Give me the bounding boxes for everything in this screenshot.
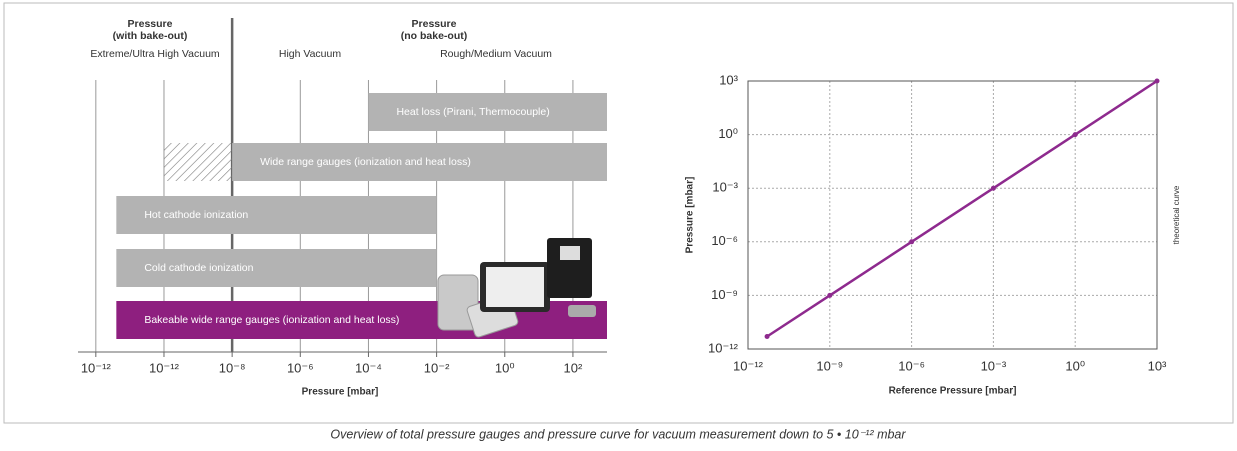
x-tick-label: 10⁻⁶ xyxy=(287,360,314,375)
x-tick-label: 10⁻⁴ xyxy=(355,360,382,375)
data-point xyxy=(764,334,770,340)
y-tick-label: 10⁻⁶ xyxy=(711,233,738,248)
hatched-range xyxy=(163,143,233,181)
data-point xyxy=(827,292,833,298)
line-series xyxy=(766,79,1158,338)
data-point xyxy=(909,239,915,245)
region-label: Pressure xyxy=(128,18,173,30)
range-bar xyxy=(116,196,437,234)
region-label: (with bake-out) xyxy=(113,30,188,42)
plot-frame xyxy=(747,80,1158,350)
x-tick-label: 10⁻² xyxy=(424,360,450,375)
data-point xyxy=(990,185,996,191)
x-tick-label: 10⁻¹² xyxy=(81,360,112,375)
x-tick-label: 10⁻⁶ xyxy=(898,358,925,373)
region-label: Pressure xyxy=(412,18,457,30)
y-axis-label: Pressure [mbar] xyxy=(685,177,696,254)
x-tick-label: 10⁻¹² xyxy=(149,360,180,375)
y-tick-label: 10⁻⁹ xyxy=(711,287,738,302)
y-tick-label: 10³ xyxy=(719,72,738,87)
device-photo xyxy=(437,238,596,338)
range-bar xyxy=(368,93,607,131)
data-point xyxy=(1154,78,1160,84)
frame xyxy=(3,2,1234,424)
range-bar xyxy=(116,249,437,287)
bar-label: Hot cathode ionization xyxy=(144,209,248,221)
data-point xyxy=(1072,132,1078,138)
bar-label: Heat loss (Pirani, Thermocouple) xyxy=(396,106,549,118)
x-tick-label: 10² xyxy=(564,360,583,375)
y-tick-label: 10⁻³ xyxy=(712,180,738,195)
x-tick-label: 10⁻⁸ xyxy=(219,360,246,375)
x-tick-label: 10⁻¹² xyxy=(733,358,764,373)
x-axis-label: Pressure [mbar] xyxy=(302,387,379,398)
x-tick-label: 10⁻⁹ xyxy=(816,358,843,373)
caption: Overview of total pressure gauges and pr… xyxy=(330,427,906,441)
region-label: High Vacuum xyxy=(279,48,342,60)
y-tick-label: 10⁰ xyxy=(718,126,738,141)
region-label: Rough/Medium Vacuum xyxy=(440,48,552,60)
y-tick-label: 10⁻¹² xyxy=(708,340,739,355)
bar-label: Wide range gauges (ionization and heat l… xyxy=(260,156,471,168)
x-tick-label: 10⁰ xyxy=(1065,358,1085,373)
x-tick-label: 10⁻³ xyxy=(981,358,1007,373)
x-tick-label: 10⁰ xyxy=(495,360,515,375)
bar-label: Cold cathode ionization xyxy=(144,262,253,274)
legend-label: theoretical curve xyxy=(1172,185,1181,244)
x-tick-label: 10³ xyxy=(1148,358,1167,373)
region-label: (no bake-out) xyxy=(401,30,468,42)
region-label: Extreme/Ultra High Vacuum xyxy=(90,48,220,60)
range-bar xyxy=(232,143,607,181)
bar-label: Bakeable wide range gauges (ionization a… xyxy=(144,314,399,326)
x-axis-label: Reference Pressure [mbar] xyxy=(889,386,1017,397)
